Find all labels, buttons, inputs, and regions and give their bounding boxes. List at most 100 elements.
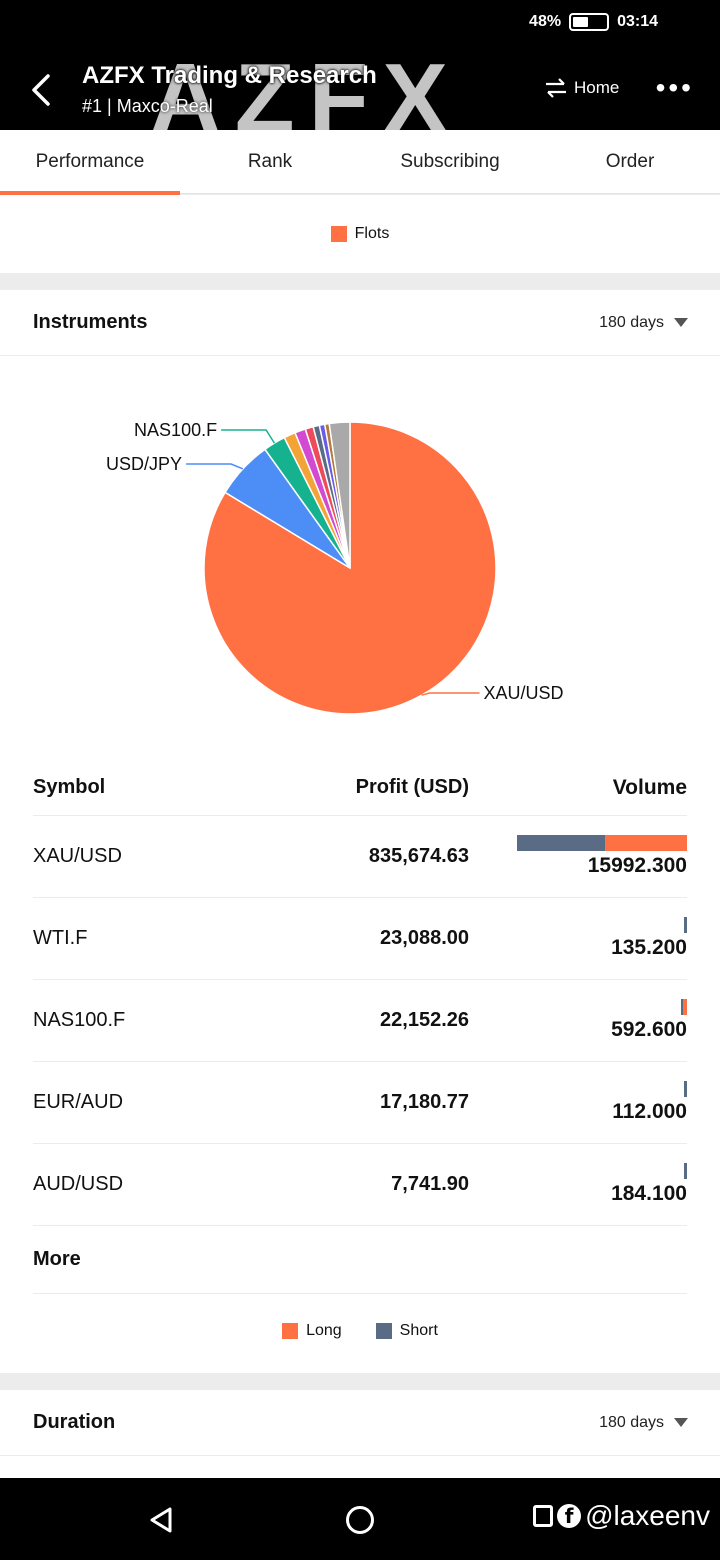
system-nav-bar: f @laxeenv xyxy=(0,1478,720,1560)
volume-header: Volume xyxy=(612,775,687,799)
legend-short-label: Short xyxy=(399,1322,438,1339)
more-options-icon[interactable]: ••• xyxy=(655,72,694,103)
caret-down-icon xyxy=(674,318,688,327)
volume-bar xyxy=(684,1080,687,1097)
facebook-icon: f xyxy=(557,1504,582,1528)
legend-long: Long xyxy=(282,1322,342,1340)
volume-cell: 112.000 xyxy=(469,1062,687,1144)
table-row[interactable]: XAU/USD 835,674.63 15992.300 xyxy=(33,816,687,898)
tab-rank[interactable]: Rank xyxy=(247,151,293,172)
tab-performance[interactable]: Performance xyxy=(0,130,180,195)
volume-long-segment xyxy=(605,834,687,851)
symbol-cell: EUR/AUD xyxy=(33,1091,124,1113)
volume-short-segment xyxy=(684,1162,687,1179)
profit-cell: 17,180.77 xyxy=(380,1091,469,1113)
status-indicators: 48% 03:14 xyxy=(529,13,658,31)
square-icon xyxy=(533,1505,554,1527)
short-swatch xyxy=(375,1323,392,1339)
volume-value: 15992.300 xyxy=(587,853,687,877)
volume-value: 184.100 xyxy=(611,1181,687,1205)
long-swatch xyxy=(282,1323,299,1339)
battery-percent: 48% xyxy=(529,13,562,30)
volume-cell: 15992.300 xyxy=(469,816,687,898)
instruments-title: Instruments xyxy=(33,311,148,333)
table-row[interactable]: AUD/USD 7,741.90 184.100 xyxy=(33,1144,687,1226)
legend-long-label: Long xyxy=(306,1322,342,1339)
app-header: AZFX AZFX Trading & Research #1 | Maxco-… xyxy=(0,48,720,130)
page-title: AZFX Trading & Research xyxy=(82,62,377,89)
volume-short-segment xyxy=(684,916,687,933)
home-button[interactable]: Home xyxy=(544,78,619,98)
battery-icon xyxy=(569,13,610,31)
instruments-pie-chart: XAU/USD USD/JPY NAS100.F xyxy=(0,410,720,730)
flots-swatch xyxy=(330,226,347,242)
table-header: Symbol Profit (USD) Volume xyxy=(33,760,687,816)
pie-slice-9[interactable] xyxy=(328,421,351,569)
duration-period-dropdown[interactable]: 180 days xyxy=(599,1414,688,1432)
profit-cell: 835,674.63 xyxy=(368,845,469,867)
profit-header: Profit (USD) xyxy=(355,776,469,798)
table-row[interactable]: EUR/AUD 17,180.77 112.000 xyxy=(33,1062,687,1144)
table-row[interactable]: WTI.F 23,088.00 135.200 xyxy=(33,898,687,980)
volume-short-segment xyxy=(517,834,605,851)
duration-header: Duration 180 days xyxy=(0,1390,720,1456)
symbol-cell: WTI.F xyxy=(33,927,88,949)
tab-bar: Performance Rank Subscribing Order xyxy=(0,130,720,195)
long-short-legend: Long Short xyxy=(33,1294,687,1368)
volume-bar xyxy=(517,834,687,851)
table-row[interactable]: NAS100.F 22,152.26 592.600 xyxy=(33,980,687,1062)
nav-home-icon[interactable] xyxy=(346,1506,374,1534)
clock: 03:14 xyxy=(617,13,658,30)
symbol-header: Symbol xyxy=(33,776,106,798)
instruments-table: Symbol Profit (USD) Volume XAU/USD 835,67… xyxy=(33,760,687,1368)
volume-cell: 184.100 xyxy=(469,1144,687,1226)
symbol-cell: NAS100.F xyxy=(33,1009,126,1031)
credit-handle: @laxeenv xyxy=(585,1500,710,1531)
volume-bar xyxy=(684,1162,687,1179)
volume-bar xyxy=(684,916,687,933)
instruments-period-dropdown[interactable]: 180 days xyxy=(599,314,688,332)
volume-value: 112.000 xyxy=(612,1099,687,1123)
swap-arrows-icon xyxy=(546,78,566,98)
back-arrow-icon[interactable] xyxy=(26,70,58,110)
pie-chart-svg: XAU/USD USD/JPY NAS100.F xyxy=(106,420,564,715)
pie-label: NAS100.F xyxy=(134,420,217,440)
volume-short-segment xyxy=(681,998,683,1015)
pie-label: XAU/USD xyxy=(484,683,564,703)
tab-order[interactable]: Order xyxy=(605,151,655,172)
duration-title: Duration xyxy=(33,1411,116,1433)
profit-cell: 22,152.26 xyxy=(380,1009,469,1031)
page-subtitle: #1 | Maxco-Real xyxy=(82,96,213,116)
nav-back-icon[interactable] xyxy=(148,1506,174,1534)
tab-subscribing[interactable]: Subscribing xyxy=(400,151,500,172)
instruments-card: Instruments 180 days XAU/USD USD/JPY NAS10… xyxy=(0,290,720,1373)
watermark-credit: f @laxeenv xyxy=(533,1500,710,1532)
duration-period-label: 180 days xyxy=(599,1413,664,1431)
instruments-header: Instruments 180 days xyxy=(0,290,720,356)
legend-short: Short xyxy=(375,1322,438,1340)
volume-cell: 592.600 xyxy=(469,980,687,1062)
pie-label: USD/JPY xyxy=(106,454,182,474)
volume-value: 135.200 xyxy=(611,935,687,959)
azfx-watermark-logo: AZFX xyxy=(150,48,462,130)
volume-bar xyxy=(681,998,687,1015)
volume-cell: 135.200 xyxy=(469,898,687,980)
pie-label-leader xyxy=(186,463,244,470)
flots-legend: Flots xyxy=(0,195,720,273)
volume-long-segment xyxy=(683,998,687,1015)
pie-label-leader xyxy=(421,692,480,696)
flots-legend-label: Flots xyxy=(354,225,390,242)
volume-value: 592.600 xyxy=(611,1017,687,1041)
home-label: Home xyxy=(574,78,620,97)
pie-label-leader xyxy=(221,429,276,444)
symbol-cell: XAU/USD xyxy=(33,845,122,867)
symbol-cell: AUD/USD xyxy=(33,1173,124,1195)
more-link[interactable]: More xyxy=(33,1226,687,1294)
status-bar: 48% 03:14 xyxy=(0,0,720,48)
instruments-period-label: 180 days xyxy=(599,313,664,331)
profit-cell: 7,741.90 xyxy=(391,1173,469,1195)
profit-cell: 23,088.00 xyxy=(380,927,469,949)
caret-down-icon xyxy=(674,1418,688,1427)
volume-short-segment xyxy=(684,1080,687,1097)
duration-card: Duration 180 days xyxy=(0,1390,720,1478)
